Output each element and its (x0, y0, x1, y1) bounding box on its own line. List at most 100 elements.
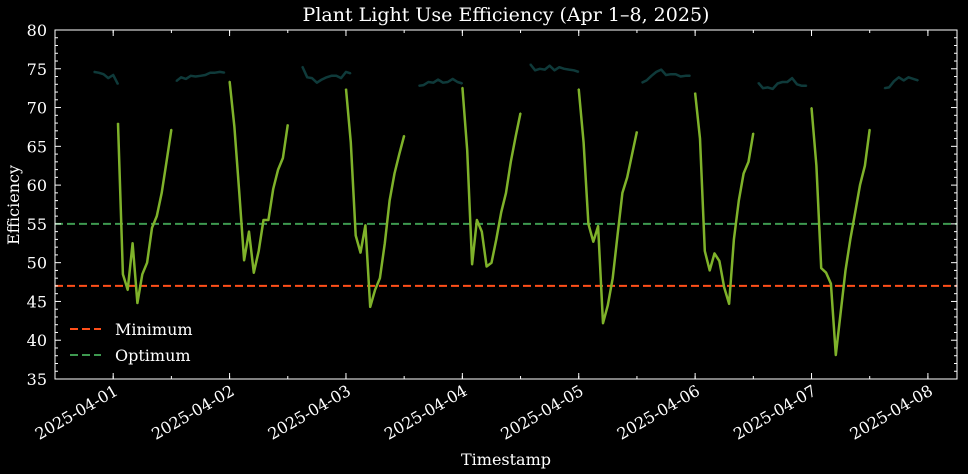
data-point (398, 153, 400, 155)
data-point (529, 63, 531, 65)
data-point (107, 77, 109, 79)
data-point (350, 72, 352, 74)
data-point (505, 192, 507, 194)
data-point (801, 85, 803, 87)
legend-label-optimum: Optimum (115, 346, 191, 365)
data-point (340, 77, 342, 79)
data-point (854, 211, 856, 213)
data-point (127, 289, 129, 291)
data-point (330, 75, 332, 77)
data-point (161, 192, 163, 194)
data-point (510, 161, 512, 163)
data-point (597, 225, 599, 227)
y-tick-label: 60 (27, 176, 47, 195)
y-axis-label: Efficiency (4, 165, 23, 245)
data-point (335, 75, 337, 77)
x-axis-label: Timestamp (461, 450, 551, 469)
data-point (262, 219, 265, 221)
data-point (592, 241, 594, 243)
data-point (359, 252, 362, 254)
data-point (442, 82, 444, 84)
data-point (229, 80, 231, 82)
data-point (519, 112, 522, 114)
data-point (578, 88, 580, 90)
data-point (233, 126, 235, 128)
data-point (612, 277, 614, 279)
data-point (864, 165, 866, 167)
data-point (791, 77, 793, 79)
x-tick-label: 2025-04-07 (730, 381, 819, 444)
x-tick-label: 2025-04-01 (32, 381, 121, 444)
data-point (786, 81, 788, 83)
data-point (248, 231, 250, 233)
data-point (321, 79, 323, 81)
data-point (132, 242, 134, 244)
data-point (466, 149, 468, 151)
data-point (170, 128, 172, 130)
plot-area (55, 63, 957, 357)
data-point (471, 263, 473, 265)
data-point (258, 250, 260, 252)
series-1-segment-3 (418, 77, 463, 88)
data-point (384, 242, 386, 244)
data-point (680, 75, 682, 78)
data-point (199, 75, 202, 77)
y-axis-ticks: 35 40 45 50 55 60 65 70 75 80 (27, 21, 957, 389)
data-point (136, 302, 138, 304)
data-point (316, 82, 318, 84)
y-tick-label: 50 (27, 254, 47, 273)
data-point (757, 82, 759, 84)
x-tick-label: 2025-04-04 (381, 381, 470, 444)
data-point (762, 87, 764, 89)
reference-lines (55, 222, 957, 287)
data-point (495, 238, 497, 240)
data-point (777, 82, 779, 85)
data-point (917, 79, 919, 81)
series-layer (93, 63, 919, 357)
data-point (583, 141, 585, 144)
data-point (781, 81, 784, 83)
series-0-segment-1 (228, 81, 290, 274)
data-point (893, 80, 895, 82)
data-point (534, 69, 536, 71)
data-point (219, 71, 221, 73)
data-point (815, 165, 818, 167)
data-point (432, 82, 434, 84)
y-tick-label: 35 (27, 370, 47, 389)
data-point (156, 215, 158, 217)
data-point (500, 211, 502, 213)
data-point (709, 269, 711, 271)
data-point (670, 73, 672, 75)
x-tick-label: 2025-04-06 (614, 381, 703, 444)
data-point (718, 260, 721, 262)
data-point (796, 83, 798, 85)
data-point (820, 267, 822, 269)
data-point (418, 85, 420, 87)
y-tick-label: 80 (27, 21, 47, 40)
data-point (98, 72, 100, 74)
axes-frame (54, 29, 958, 380)
data-point (568, 69, 570, 71)
data-point (267, 219, 269, 221)
data-point (456, 81, 459, 83)
data-point (117, 122, 119, 124)
data-point (146, 262, 148, 264)
data-point (767, 86, 769, 88)
data-point (573, 69, 575, 71)
data-point (752, 132, 754, 134)
data-point (665, 74, 667, 76)
data-point (747, 161, 750, 163)
data-point (675, 73, 677, 75)
data-point (772, 88, 774, 90)
data-point (713, 252, 716, 254)
data-point (427, 81, 429, 83)
chart-title: Plant Light Use Efficiency (Apr 1–8, 202… (303, 4, 710, 26)
data-point (141, 273, 143, 275)
data-point (490, 262, 493, 264)
data-point (699, 138, 701, 140)
data-point (733, 238, 735, 240)
data-point (738, 200, 740, 202)
data-point (660, 69, 662, 71)
data-point (728, 303, 730, 305)
